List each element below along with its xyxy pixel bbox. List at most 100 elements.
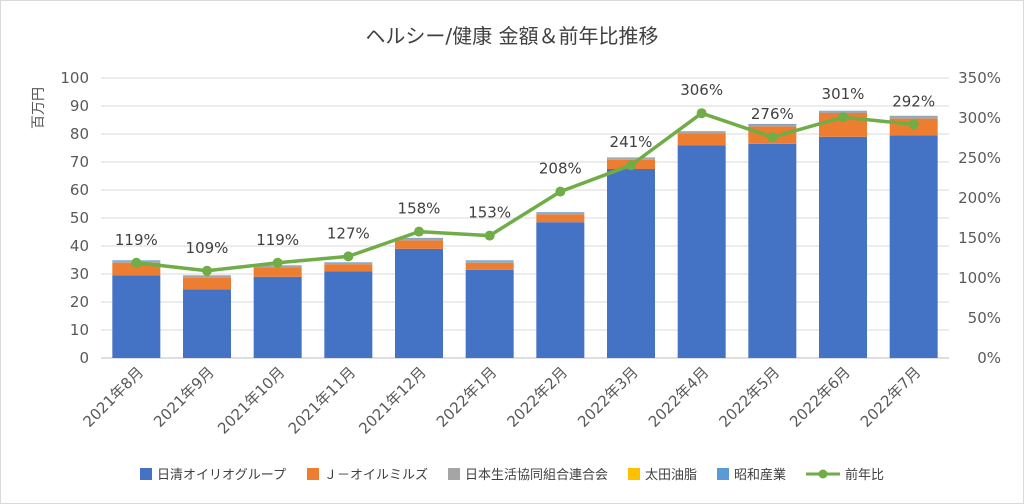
- bar-segment: [253, 276, 302, 358]
- legend: 日清オイリオグループ Ｊ－オイルミルズ 日本生活協同組合連合会 太田油脂 昭和産業 前年比: [140, 467, 884, 483]
- data-label: 109%: [186, 239, 229, 257]
- y-tick-label: 50: [70, 209, 89, 227]
- x-tick-label: 2022年3月: [574, 363, 642, 431]
- y-axis-label: 百万円: [31, 87, 47, 129]
- bar-segment: [889, 116, 938, 119]
- y-tick-label: 60: [70, 181, 89, 199]
- x-tick-label: 2021年9月: [150, 363, 218, 431]
- bar-segment: [607, 158, 655, 160]
- bar-segment: [819, 110, 867, 112]
- data-label: 158%: [398, 200, 441, 218]
- legend-label: Ｊ－オイルミルズ: [324, 467, 428, 483]
- line-marker: [202, 265, 212, 276]
- legend-swatch: [717, 468, 729, 480]
- chart-title: ヘルシー/健康 金額＆前年比推移: [365, 24, 658, 48]
- data-label: 241%: [610, 133, 653, 151]
- x-tick-label: 2021年10月: [214, 363, 288, 437]
- y-tick-label: 30: [70, 265, 89, 283]
- bar-segment: [748, 123, 797, 125]
- line-marker: [626, 160, 636, 171]
- bar-segment: [819, 136, 867, 358]
- bar-segment: [324, 262, 373, 265]
- legend-marker: [818, 469, 828, 479]
- bar-segment: [183, 289, 231, 358]
- y-tick-label: 80: [70, 125, 89, 143]
- y2-tick-label: 350%: [958, 69, 1001, 87]
- y-tick-label: 40: [70, 237, 89, 255]
- bar-segment: [112, 262, 161, 276]
- bar-segment: [748, 143, 797, 358]
- bar-segment: [395, 240, 443, 249]
- yoy-line-series: 119% 109% 119% 127% 158% 153% 208% 241% 306% 276%…: [115, 81, 935, 276]
- y-tick-label: 20: [70, 293, 89, 311]
- bar-segment: [465, 269, 514, 358]
- bar-segment: [607, 169, 655, 358]
- data-label: 153%: [468, 204, 511, 222]
- x-tick-label: 2022年4月: [645, 363, 713, 431]
- line-marker: [696, 108, 707, 119]
- data-label: 119%: [256, 231, 299, 249]
- bar-series: [112, 110, 938, 358]
- bar-segment: [395, 237, 443, 239]
- y-tick-label: 10: [70, 321, 89, 339]
- line-marker: [343, 251, 354, 262]
- legend-swatch: [140, 468, 152, 480]
- bar-segment: [748, 124, 797, 127]
- x-tick-label: 2022年1月: [433, 363, 501, 431]
- y-tick-label: 0: [79, 349, 89, 367]
- bar-segment: [536, 214, 585, 223]
- bar-segment: [607, 157, 655, 159]
- bar-segment: [819, 111, 867, 113]
- y2-tick-label: 100%: [958, 269, 1001, 287]
- bar-segment: [253, 267, 302, 277]
- line-marker: [484, 230, 495, 241]
- bar-segment: [677, 131, 726, 132]
- legend-label: 太田油脂: [645, 468, 697, 483]
- x-tick-label: 2022年5月: [715, 363, 783, 431]
- bar-segment: [465, 260, 514, 263]
- y2-tick-label: 200%: [958, 189, 1001, 207]
- line-marker: [272, 257, 283, 268]
- legend-label: 昭和産業: [734, 467, 786, 483]
- line-marker: [838, 112, 848, 123]
- line-marker: [555, 186, 566, 197]
- y-tick-label: 70: [70, 153, 89, 171]
- bar-segment: [465, 260, 514, 261]
- bar-segment: [536, 212, 585, 215]
- data-label: 292%: [892, 92, 935, 110]
- bar-segment: [395, 248, 443, 358]
- bar-segment: [112, 275, 161, 358]
- y2-tick-label: 250%: [958, 149, 1001, 167]
- bar-segment: [324, 264, 373, 272]
- y2-tick-label: 50%: [968, 309, 1001, 327]
- legend-label: 日本生活協同組合連合会: [465, 468, 608, 483]
- bar-segment: [183, 275, 231, 278]
- x-tick-label: 2021年12月: [355, 363, 429, 437]
- bar-segment: [677, 131, 726, 134]
- gridlines: [101, 77, 949, 359]
- yoy-line: [136, 111, 914, 273]
- bar-segment: [677, 133, 726, 146]
- x-tick-label: 2022年7月: [857, 363, 925, 431]
- bar-segment: [889, 135, 938, 358]
- bar-segment: [324, 271, 373, 358]
- y2-tick-label: 300%: [958, 109, 1001, 127]
- y-tick-label: 90: [70, 97, 89, 115]
- y-tick-label: 100: [60, 69, 89, 87]
- bar-segment: [889, 115, 938, 117]
- x-tick-label: 2021年8月: [79, 363, 147, 431]
- bar-segment: [395, 238, 443, 241]
- bar-segment: [536, 212, 585, 213]
- data-label: 119%: [115, 231, 158, 249]
- x-tick-label: 2021年11月: [285, 363, 359, 437]
- data-label: 306%: [680, 81, 723, 99]
- data-label: 127%: [327, 224, 370, 242]
- legend-swatch: [448, 468, 460, 480]
- data-label: 276%: [751, 105, 794, 123]
- x-tick-label: 2022年6月: [786, 363, 854, 431]
- line-marker: [414, 226, 424, 237]
- legend-label: 日清オイリオグループ: [157, 468, 286, 483]
- legend-swatch: [628, 468, 640, 480]
